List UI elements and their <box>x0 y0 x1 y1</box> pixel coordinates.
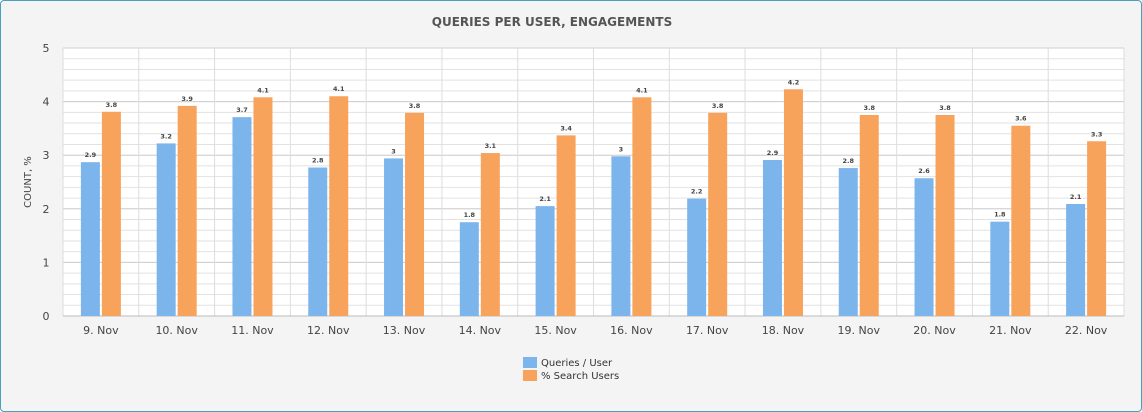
data-label: 4.1 <box>333 85 345 93</box>
bar-search-users[interactable] <box>859 115 879 316</box>
data-label: 3 <box>391 147 396 155</box>
bar-search-users[interactable] <box>101 111 121 316</box>
data-labels: 2.9 3.8 3.2 3.9 3.7 4.1 2.8 4.1 3 3.8 1.8 3.1 2.1 3.4… <box>85 78 1103 219</box>
x-tick-label: 16. Nov <box>610 324 653 337</box>
data-label: 3.8 <box>106 101 118 109</box>
bar-queries-per-user[interactable] <box>232 117 252 316</box>
bars <box>80 89 1107 317</box>
chart-title: QUERIES PER USER, ENGAGEMENTS <box>432 15 673 29</box>
x-tick-label: 14. Nov <box>459 324 502 337</box>
bar-queries-per-user[interactable] <box>308 167 328 316</box>
x-tick-label: 22. Nov <box>1065 324 1108 337</box>
x-tick-label: 10. Nov <box>155 324 198 337</box>
y-tick-label: 4 <box>43 96 50 109</box>
bar-queries-per-user[interactable] <box>156 143 176 316</box>
y-tick-label: 1 <box>43 256 50 269</box>
data-label: 1.8 <box>994 211 1006 219</box>
y-tick-label: 3 <box>43 149 50 162</box>
bar-queries-per-user[interactable] <box>384 158 404 316</box>
grid <box>62 47 1125 317</box>
data-label: 4.1 <box>257 86 269 94</box>
bar-queries-per-user[interactable] <box>762 160 782 316</box>
bar-search-users[interactable] <box>632 97 652 316</box>
y-tick-label: 5 <box>43 42 50 55</box>
data-label: 3.8 <box>712 102 724 110</box>
bar-search-users[interactable] <box>480 153 500 316</box>
bar-queries-per-user[interactable] <box>1066 203 1086 316</box>
x-tick-label: 18. Nov <box>762 324 805 337</box>
data-label: 2.8 <box>312 157 324 165</box>
bar-queries-per-user[interactable] <box>459 222 479 316</box>
data-label: 4.2 <box>788 78 800 86</box>
bar-queries-per-user[interactable] <box>838 168 858 316</box>
bar-search-users[interactable] <box>556 135 576 316</box>
x-tick-label: 9. Nov <box>83 324 119 337</box>
data-label: 2.9 <box>767 149 779 157</box>
bar-search-users[interactable] <box>935 115 955 316</box>
x-tick-label: 19. Nov <box>838 324 881 337</box>
bar-queries-per-user[interactable] <box>80 162 100 316</box>
data-label: 3.3 <box>1091 130 1103 138</box>
x-tick-label: 17. Nov <box>686 324 729 337</box>
bar-queries-per-user[interactable] <box>914 178 934 316</box>
x-tick-label: 21. Nov <box>989 324 1032 337</box>
data-label: 3.8 <box>863 104 875 112</box>
x-tick-label: 15. Nov <box>534 324 577 337</box>
data-label: 3.6 <box>1015 115 1027 123</box>
data-label: 3.9 <box>181 95 193 103</box>
data-label: 2.6 <box>918 167 930 175</box>
x-tick-label: 12. Nov <box>307 324 350 337</box>
bar-queries-per-user[interactable] <box>611 156 631 316</box>
data-label: 3.2 <box>160 132 172 140</box>
data-label: 2.1 <box>539 195 551 203</box>
x-tick-label: 20. Nov <box>913 324 956 337</box>
bar-search-users[interactable] <box>783 89 803 316</box>
data-label: 2.2 <box>691 188 703 196</box>
legend-swatch[interactable] <box>523 357 537 368</box>
data-label: 2.8 <box>842 157 854 165</box>
x-tick-label: 13. Nov <box>383 324 426 337</box>
legend-label[interactable]: % Search Users <box>541 371 619 382</box>
data-label: 3.7 <box>236 106 248 114</box>
data-label: 3.8 <box>409 102 421 110</box>
bar-queries-per-user[interactable] <box>687 198 707 316</box>
y-tick-label: 2 <box>43 203 50 216</box>
bar-search-users[interactable] <box>1011 125 1031 316</box>
y-axis-ticks: 0 1 2 3 4 5 <box>43 42 50 323</box>
y-axis-label: COUNT, % <box>23 156 34 208</box>
legend[interactable]: Queries / User % Search Users <box>523 357 619 382</box>
bar-search-users[interactable] <box>405 112 425 316</box>
data-label: 3.4 <box>560 124 572 132</box>
x-axis-ticks: 9. Nov 10. Nov 11. Nov 12. Nov 13. Nov 14. No… <box>83 324 1108 337</box>
data-label: 3.8 <box>939 104 951 112</box>
data-label: 2.1 <box>1070 193 1082 201</box>
data-label: 1.8 <box>464 211 476 219</box>
data-label: 3.1 <box>485 142 497 150</box>
bar-search-users[interactable] <box>177 105 197 316</box>
bar-search-users[interactable] <box>329 96 349 317</box>
data-label: 4.1 <box>636 86 648 94</box>
bar-queries-per-user[interactable] <box>535 206 555 316</box>
bar-search-users[interactable] <box>1087 141 1107 316</box>
data-label: 2.9 <box>85 151 97 159</box>
bar-search-users[interactable] <box>708 112 728 316</box>
bar-queries-per-user[interactable] <box>990 221 1010 316</box>
data-label: 3 <box>619 145 624 153</box>
x-tick-label: 11. Nov <box>231 324 274 337</box>
legend-label[interactable]: Queries / User <box>541 358 613 369</box>
y-tick-label: 0 <box>43 310 50 323</box>
legend-swatch[interactable] <box>523 370 537 381</box>
bar-search-users[interactable] <box>253 97 273 316</box>
